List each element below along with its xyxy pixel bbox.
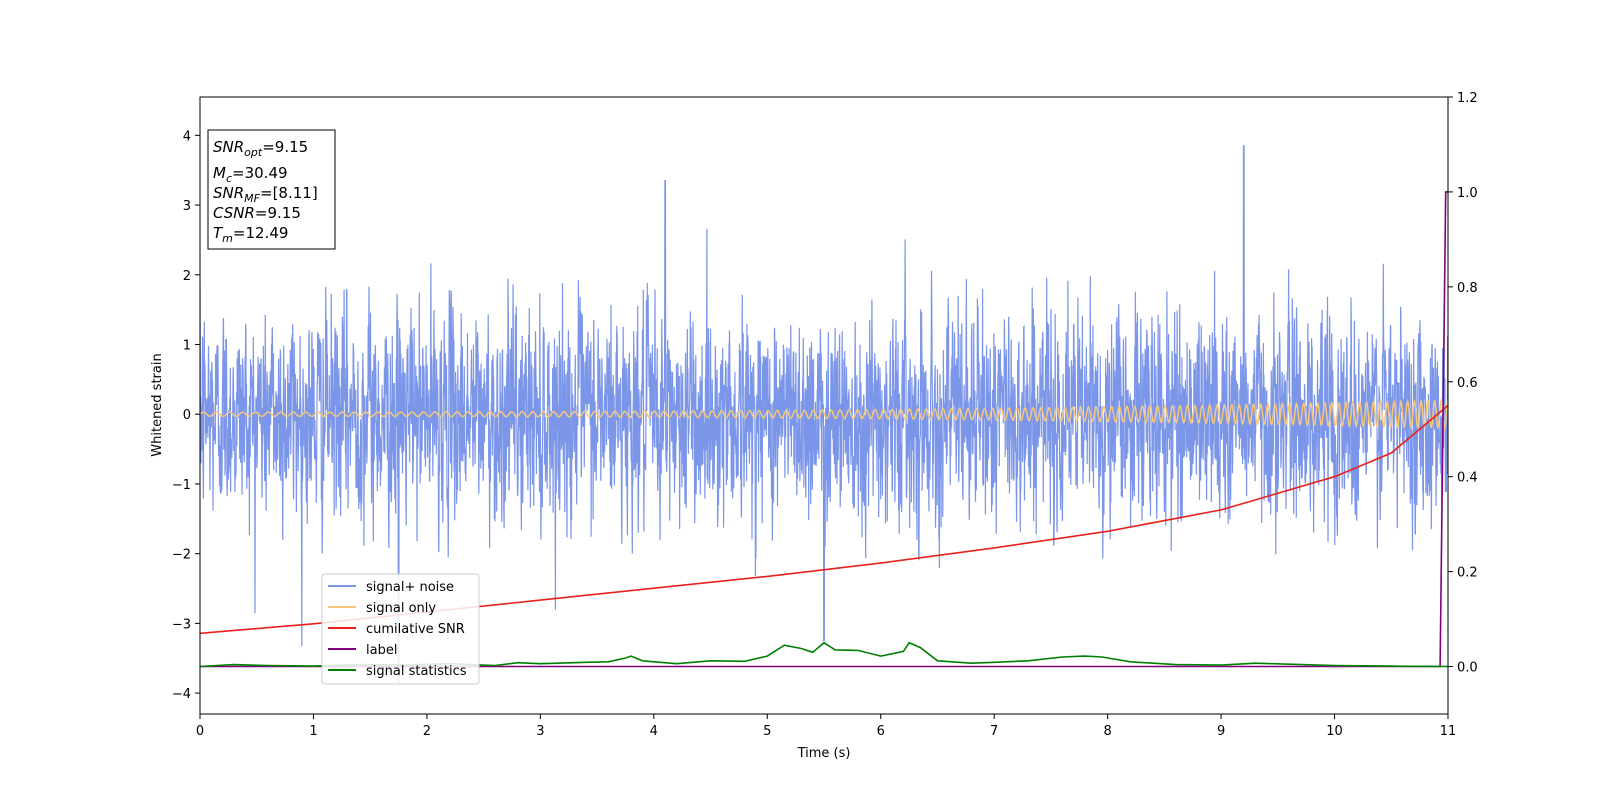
annotation-subscript: MF bbox=[244, 192, 260, 205]
y-right-tick-label: 1.2 bbox=[1457, 91, 1478, 106]
plot-frame bbox=[199, 96, 1449, 715]
annotation-line: Mc=30.49 bbox=[213, 164, 288, 185]
x-axis-label: Time (s) bbox=[797, 746, 851, 761]
legend-entry-label: signal statistics bbox=[366, 664, 467, 679]
annotation-value: =[8.11] bbox=[260, 184, 318, 202]
x-tick-label: 0 bbox=[196, 724, 204, 739]
annotation-frame bbox=[207, 129, 336, 250]
annotation-subscript: c bbox=[226, 172, 232, 185]
y-left-tick-label: −3 bbox=[172, 617, 191, 632]
legend-entry-label: signal+ noise bbox=[366, 580, 454, 595]
x-tick-label: 9 bbox=[1217, 724, 1225, 739]
ticks-layer: 0 1 2 3 4 5 6 7 8 9 10 11 −4 −3 −2 −1 0 1 2 3 4 0.0 0.2 0.4 0.6 0… bbox=[172, 91, 1478, 739]
annotation-line: Tm=12.49 bbox=[213, 224, 288, 245]
annotation-symbol: CSNR bbox=[213, 204, 255, 222]
legend-entry-label: label bbox=[366, 643, 397, 658]
legend[interactable]: signal+ noise signal only cumilative SNR la… bbox=[321, 573, 480, 685]
x-tick-label: 10 bbox=[1326, 724, 1343, 739]
annotation-box: SNRopt=9.15Mc=30.49SNRMF=[8.11]CSNR=9.15… bbox=[207, 129, 336, 250]
y-left-tick-label: 1 bbox=[183, 338, 191, 353]
series-line-label bbox=[200, 191, 1448, 668]
y-right-tick-label: 0.6 bbox=[1457, 376, 1478, 391]
annotation-subscript: m bbox=[222, 232, 233, 245]
y-left-tick-label: −4 bbox=[172, 687, 191, 702]
y-left-tick-label: −1 bbox=[172, 478, 191, 493]
y-left-tick-label: 4 bbox=[183, 129, 191, 144]
y-left-tick-label: 3 bbox=[183, 199, 191, 214]
annotation-value: =12.49 bbox=[233, 224, 289, 242]
x-tick-label: 6 bbox=[877, 724, 885, 739]
annotation-line: CSNR=9.15 bbox=[213, 204, 301, 222]
annotation-symbol: M bbox=[213, 164, 226, 182]
legend-entry-label: signal only bbox=[366, 601, 436, 616]
x-tick-label: 5 bbox=[763, 724, 771, 739]
annotation-value: =9.15 bbox=[255, 204, 301, 222]
series-line-signal-only bbox=[200, 398, 1448, 431]
y-right-tick-label: 0.0 bbox=[1457, 661, 1478, 676]
y-right-tick-label: 1.0 bbox=[1457, 186, 1478, 201]
x-tick-label: 3 bbox=[536, 724, 544, 739]
y-right-tick-label: 0.8 bbox=[1457, 281, 1478, 296]
annotation-symbol: T bbox=[213, 224, 224, 242]
annotation-symbol: SNR bbox=[213, 138, 244, 156]
x-tick-label: 8 bbox=[1103, 724, 1111, 739]
y-axis-label: Whitened strain bbox=[150, 353, 165, 456]
annotation-value: =9.15 bbox=[262, 138, 308, 156]
annotation-line: SNRopt=9.15 bbox=[213, 138, 308, 159]
series-line-signal-statistics bbox=[200, 641, 1448, 668]
annotation-line: SNRMF=[8.11] bbox=[213, 184, 318, 205]
y-right-tick-label: 0.4 bbox=[1457, 471, 1478, 486]
x-tick-label: 7 bbox=[990, 724, 998, 739]
x-tick-label: 11 bbox=[1440, 724, 1457, 739]
x-tick-label: 4 bbox=[650, 724, 658, 739]
y-left-tick-label: −2 bbox=[172, 548, 191, 563]
x-tick-label: 1 bbox=[309, 724, 317, 739]
legend-entry-label: cumilative SNR bbox=[366, 622, 465, 637]
annotation-value: =30.49 bbox=[232, 164, 288, 182]
y-left-tick-label: 2 bbox=[183, 269, 191, 284]
x-tick-label: 2 bbox=[423, 724, 431, 739]
annotation-symbol: SNR bbox=[213, 184, 244, 202]
y-left-tick-label: 0 bbox=[183, 408, 191, 423]
y-right-tick-label: 0.2 bbox=[1457, 566, 1478, 581]
annotation-subscript: opt bbox=[244, 146, 263, 159]
legend-frame bbox=[321, 573, 480, 685]
